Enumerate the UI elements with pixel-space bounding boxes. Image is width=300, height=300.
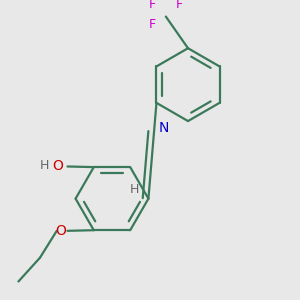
Text: H: H (40, 159, 50, 172)
Text: O: O (55, 224, 66, 238)
Text: F: F (176, 0, 183, 11)
Text: F: F (149, 18, 156, 31)
Text: F: F (149, 0, 156, 11)
Text: O: O (52, 160, 63, 173)
Text: H: H (130, 183, 139, 196)
Text: N: N (158, 122, 169, 135)
